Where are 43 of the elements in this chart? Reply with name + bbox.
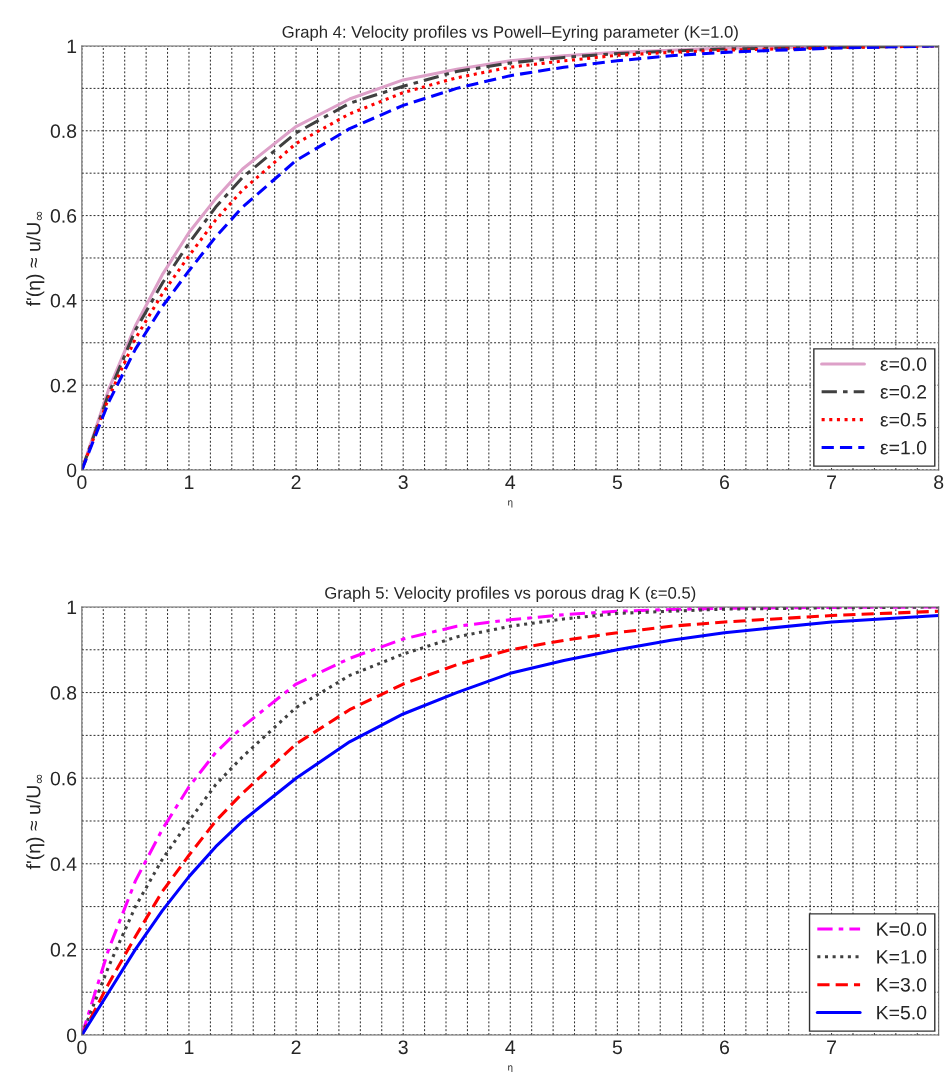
x-tick-label: 4 bbox=[505, 475, 516, 489]
y-tick-label: 1 bbox=[67, 39, 77, 54]
x-tick-label: 8 bbox=[934, 475, 944, 490]
legend-label: K=1.0 bbox=[877, 950, 927, 964]
x-tick-label: 2 bbox=[291, 475, 301, 489]
x-tick-label: 6 bbox=[720, 475, 730, 490]
y-tick-label: 0 bbox=[66, 1028, 77, 1043]
y-tick-label: 0.8 bbox=[50, 686, 77, 700]
legend-label: K=3.0 bbox=[877, 977, 927, 992]
y-tick-label: 0.4 bbox=[50, 857, 77, 872]
chart-title: Graph 5: Velocity profiles vs porous drag K (ε=0.5) bbox=[325, 586, 696, 603]
x-tick-label: 7 bbox=[827, 1040, 836, 1054]
x-tick-label: 1 bbox=[185, 1040, 194, 1054]
y-tick-label: 0.8 bbox=[50, 124, 77, 139]
x-tick-label: 5 bbox=[612, 1040, 622, 1055]
x-tick-label: 2 bbox=[291, 1040, 301, 1054]
x-tick-label: 3 bbox=[398, 475, 408, 490]
x-tick-label: 3 bbox=[398, 1040, 408, 1055]
x-tick-label: 0 bbox=[77, 475, 87, 490]
x-axis-title: η bbox=[508, 500, 513, 508]
x-tick-label: 0 bbox=[77, 1040, 87, 1055]
legend-label: ε=0.0 bbox=[880, 357, 927, 371]
y-axis-title: f'(η) ≈ u/U$_{∞}$ bbox=[26, 774, 45, 870]
x-axis-title: η bbox=[508, 1065, 513, 1072]
x-tick-label: 4 bbox=[505, 1040, 516, 1054]
y-tick-label: 0 bbox=[66, 463, 77, 478]
y-tick-label: 0.6 bbox=[50, 771, 77, 786]
x-tick-label: 6 bbox=[720, 1040, 730, 1055]
x-tick-label: 1 bbox=[185, 475, 194, 489]
chart-title: Graph 4: Velocity profiles vs Powell–Eyring parameter (K=1.0) bbox=[282, 25, 738, 42]
y-tick-label: 0.4 bbox=[50, 293, 77, 308]
legend-label: ε=0.5 bbox=[880, 412, 927, 427]
legend-label: ε=0.2 bbox=[880, 384, 927, 399]
x-tick-label: 7 bbox=[827, 475, 836, 489]
y-axis-title: f'(η) ≈ u/U$_{∞}$ bbox=[26, 211, 45, 307]
legend-label: K=5.0 bbox=[877, 1005, 927, 1020]
x-tick-label: 5 bbox=[612, 475, 622, 490]
legend-label: ε=1.0 bbox=[880, 440, 927, 455]
y-tick-label: 1 bbox=[67, 600, 77, 615]
y-tick-label: 0.6 bbox=[50, 209, 77, 223]
y-tick-label: 0.2 bbox=[50, 378, 77, 393]
y-tick-label: 0.2 bbox=[50, 942, 77, 957]
legend-label: K=0.0 bbox=[877, 922, 927, 936]
